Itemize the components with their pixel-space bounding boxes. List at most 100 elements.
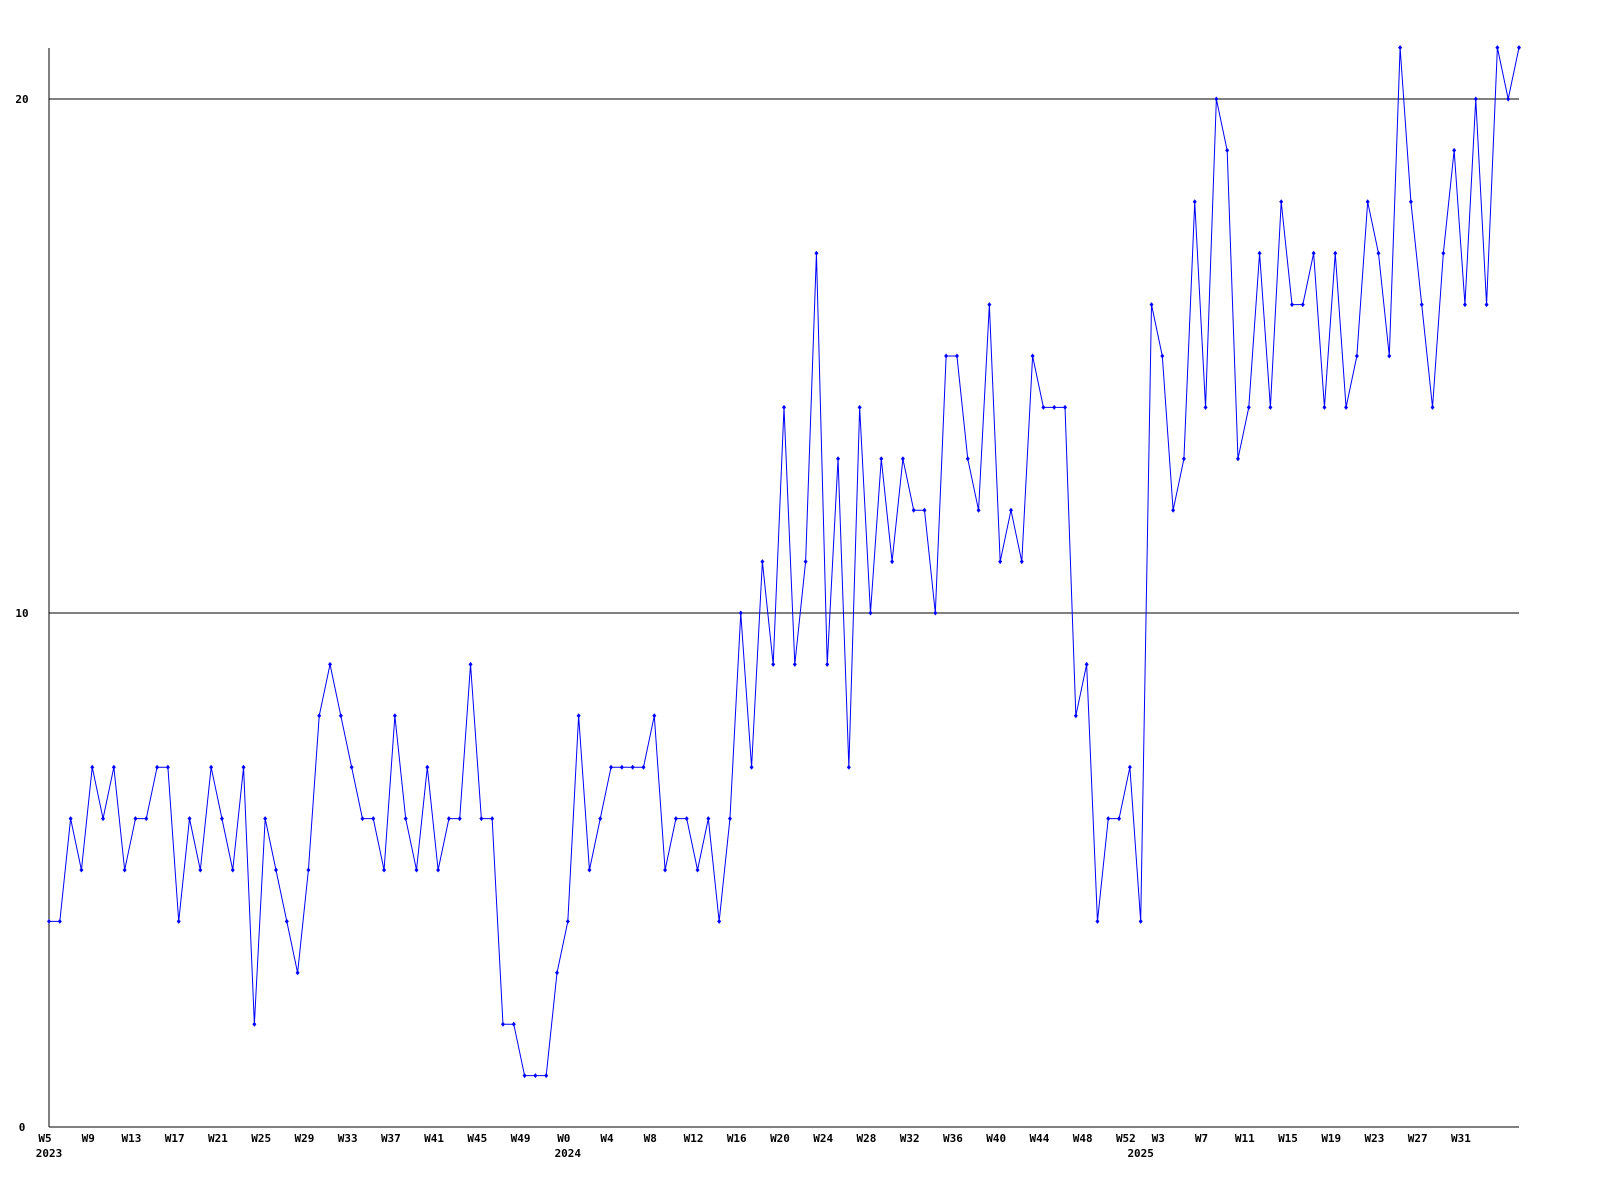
data-point — [47, 918, 51, 924]
data-point — [176, 918, 181, 924]
data-point — [1365, 199, 1370, 205]
data-point — [727, 816, 732, 822]
data-point — [414, 867, 419, 873]
data-point — [1246, 404, 1251, 410]
data-point — [825, 661, 830, 667]
data-point — [954, 353, 959, 359]
y-tick-label: 20 — [15, 93, 28, 106]
data-point — [1127, 764, 1132, 770]
data-point — [57, 918, 62, 924]
data-point — [1484, 302, 1489, 308]
data-point — [252, 1021, 257, 1027]
data-point — [479, 816, 484, 822]
x-tick-label: W5 — [38, 1132, 51, 1145]
data-point — [965, 456, 970, 462]
x-tick-label: W45 — [467, 1132, 487, 1145]
data-point — [1160, 353, 1165, 359]
data-point — [1398, 45, 1403, 51]
data-point — [284, 918, 289, 924]
x-tick-label: W3 — [1152, 1132, 1165, 1145]
data-point — [836, 456, 841, 462]
data-point — [652, 713, 657, 719]
x-tick-label: W20 — [770, 1132, 790, 1145]
x-tick-label: W32 — [900, 1132, 920, 1145]
data-point — [1322, 404, 1327, 410]
data-point — [1095, 918, 1100, 924]
data-point — [998, 559, 1003, 565]
data-point — [738, 610, 743, 616]
x-tick-label: W27 — [1408, 1132, 1428, 1145]
data-point — [922, 507, 927, 513]
data-point — [846, 764, 851, 770]
x-tick-label: W33 — [338, 1132, 358, 1145]
data-point — [273, 867, 278, 873]
data-point — [1019, 559, 1024, 565]
data-point — [587, 867, 592, 873]
data-point — [500, 1021, 505, 1027]
data-point — [468, 661, 473, 667]
x-tick-label: W48 — [1073, 1132, 1093, 1145]
data-point — [1117, 816, 1122, 822]
data-point — [1376, 250, 1381, 256]
data-point — [1354, 353, 1359, 359]
data-point — [457, 816, 462, 822]
data-point — [814, 250, 819, 256]
data-point — [1052, 404, 1057, 410]
data-point — [371, 816, 376, 822]
data-point — [576, 713, 581, 719]
data-point — [328, 661, 333, 667]
data-point — [1408, 199, 1413, 205]
data-point — [392, 713, 397, 719]
x-tick-label: W29 — [294, 1132, 314, 1145]
x-tick-label: W25 — [251, 1132, 271, 1145]
data-point — [598, 816, 603, 822]
data-point — [1462, 302, 1467, 308]
data-point — [1506, 96, 1511, 102]
data-point — [706, 816, 711, 822]
data-point — [382, 867, 387, 873]
x-tick-label: W37 — [381, 1132, 401, 1145]
data-point — [1344, 404, 1349, 410]
data-point — [209, 764, 214, 770]
x-tick-label: W4 — [600, 1132, 614, 1145]
x-tick-label: W52 — [1116, 1132, 1136, 1145]
x-tick-label: W23 — [1365, 1132, 1385, 1145]
data-point — [944, 353, 949, 359]
data-point — [879, 456, 884, 462]
x-tick-label: W11 — [1235, 1132, 1255, 1145]
data-point — [1257, 250, 1262, 256]
x-tick-label: W9 — [82, 1132, 95, 1145]
data-point — [133, 816, 138, 822]
data-point — [1473, 96, 1478, 102]
data-point — [760, 559, 765, 565]
data-point — [79, 867, 84, 873]
data-point — [1106, 816, 1111, 822]
x-tick-label: W0 — [557, 1132, 570, 1145]
x-tick-label: W8 — [644, 1132, 657, 1145]
data-point — [1290, 302, 1295, 308]
x-tick-label: W21 — [208, 1132, 228, 1145]
data-point — [1517, 45, 1521, 51]
data-point — [1041, 404, 1046, 410]
data-point — [933, 610, 938, 616]
data-point — [360, 816, 365, 822]
data-point — [122, 867, 127, 873]
data-point — [803, 559, 808, 565]
data-point — [911, 507, 916, 513]
x-tick-label: W12 — [684, 1132, 704, 1145]
data-point — [1214, 96, 1219, 102]
x-tick-label: W17 — [165, 1132, 185, 1145]
x-tick-label: W28 — [857, 1132, 877, 1145]
data-point — [306, 867, 311, 873]
data-point — [663, 867, 668, 873]
data-point — [792, 661, 797, 667]
data-point — [1333, 250, 1338, 256]
data-point — [144, 816, 149, 822]
data-point — [619, 764, 624, 770]
x-tick-label: W31 — [1451, 1132, 1471, 1145]
x-year-label: 2024 — [555, 1147, 582, 1160]
x-tick-label: W44 — [1029, 1132, 1049, 1145]
data-point — [446, 816, 451, 822]
data-point — [1192, 199, 1197, 205]
x-tick-label: W49 — [511, 1132, 531, 1145]
